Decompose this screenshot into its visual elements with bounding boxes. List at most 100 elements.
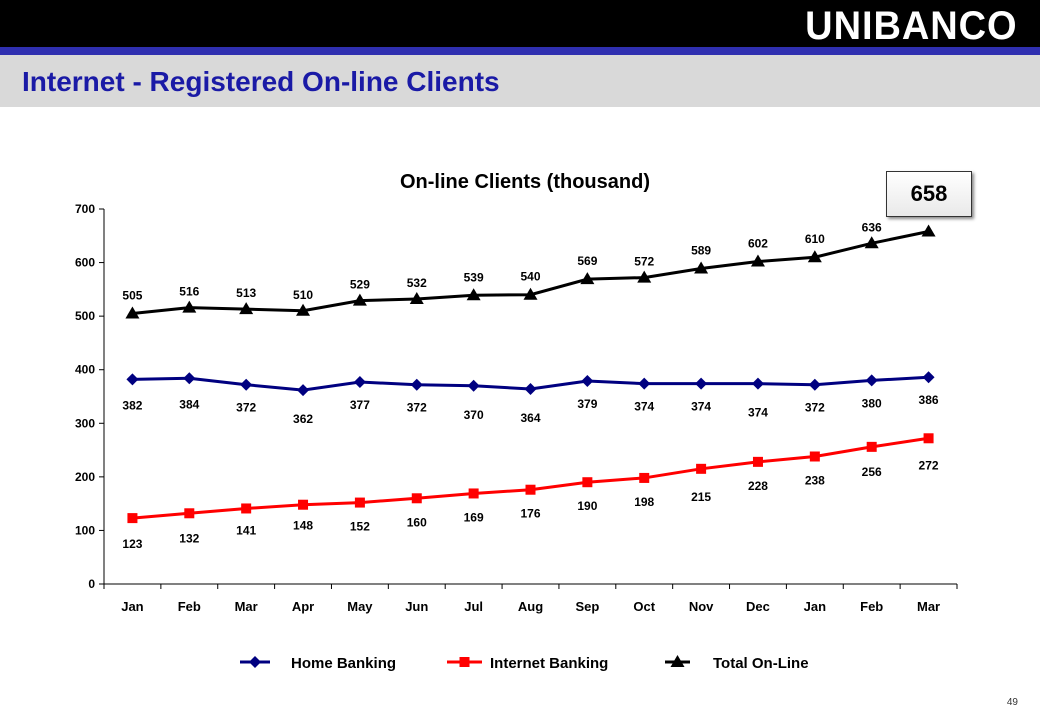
data-label: 589 — [691, 243, 711, 257]
data-label: 198 — [634, 495, 654, 509]
data-point-diamond — [581, 374, 594, 387]
data-point-diamond — [183, 372, 196, 385]
data-label: 123 — [122, 537, 142, 551]
data-point-diamond — [126, 373, 139, 386]
latest-total-callout: 658 — [886, 171, 972, 217]
data-label: 272 — [919, 458, 939, 472]
data-point-triangle — [864, 236, 879, 249]
data-point-diamond — [695, 377, 708, 390]
y-tick-label: 700 — [75, 202, 95, 216]
data-point-square — [354, 497, 365, 508]
data-point-triangle — [125, 306, 140, 319]
data-label: 152 — [350, 520, 370, 534]
data-point-triangle — [580, 272, 595, 285]
x-tick-label: Mar — [917, 599, 940, 614]
data-label: 610 — [805, 232, 825, 246]
data-label: 636 — [862, 220, 882, 234]
x-tick-label: Mar — [235, 599, 258, 614]
data-point-triangle — [637, 270, 652, 283]
data-point-diamond — [410, 378, 423, 391]
data-label: 169 — [464, 510, 484, 524]
data-point-square — [639, 472, 650, 483]
x-tick-label: Jan — [804, 599, 826, 614]
data-point-square — [866, 441, 877, 452]
unibanco-logo: UNIBANCO — [805, 4, 1018, 48]
data-point-square — [752, 456, 763, 467]
data-point-square — [696, 463, 707, 474]
data-point-diamond — [751, 377, 764, 390]
data-label: 386 — [919, 393, 939, 407]
page-title: Internet - Registered On-line Clients — [22, 66, 500, 97]
data-point-square — [184, 508, 195, 519]
data-label: 602 — [748, 237, 768, 251]
data-point-square — [809, 451, 820, 462]
data-point-triangle — [921, 224, 936, 237]
data-point-diamond — [240, 378, 253, 391]
data-label: 380 — [862, 396, 882, 410]
data-label: 505 — [122, 288, 142, 302]
data-label: 364 — [520, 411, 540, 425]
x-tick-label: Dec — [746, 599, 770, 614]
x-tick-label: Nov — [689, 599, 714, 614]
data-point-triangle — [182, 300, 197, 313]
data-label: 513 — [236, 286, 256, 300]
data-label: 190 — [577, 499, 597, 513]
data-point-triangle — [807, 250, 822, 263]
data-point-triangle — [409, 292, 424, 304]
y-tick-label: 0 — [88, 577, 95, 591]
data-label: 148 — [293, 519, 313, 533]
data-point-diamond — [524, 383, 537, 395]
data-point-square — [923, 433, 934, 444]
data-label: 370 — [464, 408, 484, 422]
data-label: 176 — [520, 507, 540, 521]
y-tick-label: 100 — [75, 523, 95, 537]
x-tick-label: Feb — [860, 599, 883, 614]
data-point-triangle — [352, 293, 367, 306]
data-point-diamond — [922, 371, 935, 384]
x-tick-label: Jan — [121, 599, 143, 614]
legend-marker-square — [459, 657, 470, 667]
data-label: 539 — [464, 270, 484, 284]
data-label: 569 — [577, 254, 597, 268]
data-point-diamond — [467, 379, 480, 392]
chart-title: On-line Clients (thousand) — [400, 171, 650, 193]
data-point-triangle — [750, 254, 765, 267]
y-tick-label: 200 — [75, 470, 95, 484]
data-label: 372 — [236, 401, 256, 415]
top-bar — [0, 0, 1040, 48]
data-label: 238 — [805, 474, 825, 488]
title-bar — [0, 55, 1040, 107]
legend-label: Internet Banking — [490, 655, 608, 672]
data-point-diamond — [297, 384, 310, 397]
x-tick-label: Jul — [464, 599, 483, 614]
y-tick-label: 300 — [75, 416, 95, 430]
x-tick-label: Oct — [633, 599, 655, 614]
data-label: 540 — [520, 270, 540, 284]
data-label: 362 — [293, 412, 313, 426]
legend-marker-triangle — [670, 655, 685, 667]
data-point-square — [468, 488, 479, 499]
data-label: 256 — [862, 465, 882, 479]
data-label: 374 — [748, 406, 768, 420]
data-point-square — [411, 493, 422, 504]
data-point-triangle — [694, 261, 709, 274]
legend-marker-diamond — [249, 656, 261, 668]
page-number: 49 — [1006, 697, 1018, 708]
data-point-diamond — [865, 374, 878, 387]
data-point-triangle — [239, 302, 254, 315]
data-label: 510 — [293, 288, 313, 302]
data-label: 384 — [179, 397, 199, 411]
brand-line — [0, 47, 1040, 55]
data-label: 572 — [634, 255, 654, 269]
data-label: 529 — [350, 278, 370, 292]
data-label: 141 — [236, 523, 256, 537]
x-tick-label: Aug — [518, 599, 543, 614]
y-tick-label: 500 — [75, 309, 95, 323]
x-tick-label: Jun — [405, 599, 428, 614]
data-label: 372 — [407, 401, 427, 415]
y-tick-label: 400 — [75, 363, 95, 377]
data-point-diamond — [353, 376, 366, 389]
data-point-square — [582, 477, 593, 488]
data-label: 228 — [748, 479, 768, 493]
